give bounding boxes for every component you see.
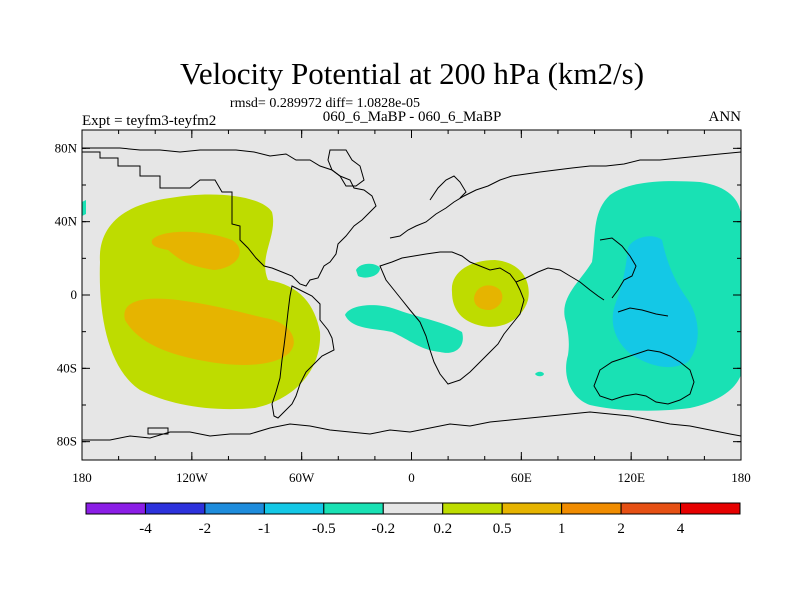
- map-axis-ticks: 80N 40N 0 40S 80S 180 120W 60W 0 60E 120E 180: [55, 130, 751, 485]
- colorbar-label: 4: [677, 521, 685, 537]
- contour-dot-west-edge: [82, 200, 86, 216]
- coast-australia: [593, 349, 695, 405]
- contour-indopacific-neg0.5: [612, 236, 698, 368]
- lon-tick-label: 120W: [176, 470, 209, 485]
- coast-africa: [379, 251, 525, 385]
- coast-south-america: [271, 285, 335, 419]
- colorbar-label: -1: [258, 521, 271, 537]
- coast-north-america: [82, 147, 377, 287]
- lon-tick-label: 180: [731, 470, 751, 485]
- lon-tick-label: 60E: [511, 470, 532, 485]
- contour-atlantic-neg0.2-small: [356, 263, 380, 278]
- figure-title: Velocity Potential at 200 hPa (km2/s): [180, 56, 644, 91]
- contour-dot-south-atlantic: [535, 371, 544, 377]
- colorbar: -4 -2 -1 -0.5 -0.2 0.2 0.5 1 2 4: [85, 502, 741, 537]
- coast-southeast-asia: [599, 237, 637, 299]
- lon-tick-label: 60W: [289, 470, 315, 485]
- experiment-label: Expt = teyfm3-teyfm2: [82, 113, 216, 129]
- colorbar-box: [204, 502, 265, 515]
- colorbar-label: -2: [199, 521, 212, 537]
- coast-scandinavia: [429, 175, 467, 201]
- contour-pacific-0.5-north: [151, 231, 240, 270]
- contour-africa-0.5: [474, 285, 503, 310]
- lat-tick-label: 80N: [55, 140, 78, 155]
- colorbar-label: -0.2: [371, 521, 395, 537]
- coast-eurasia: [389, 151, 741, 239]
- lon-tick-label: 120E: [617, 470, 645, 485]
- map-panel: 80N 40N 0 40S 80S 180 120W 60W 0 60E 120E 180: [55, 129, 751, 485]
- colorbar-box: [263, 502, 325, 515]
- colorbar-box: [144, 502, 206, 515]
- colorbar-box: [501, 502, 563, 515]
- colorbar-label: -0.5: [312, 521, 336, 537]
- colorbar-label: 2: [617, 521, 625, 537]
- contour-atlantic-neg0.2: [345, 305, 463, 353]
- season-label: ANN: [709, 109, 742, 125]
- colorbar-box: [561, 502, 622, 515]
- lat-tick-label: 40N: [55, 214, 78, 229]
- coast-antarctica: [82, 411, 741, 441]
- colorbar-box: [323, 502, 384, 515]
- lon-tick-label: 180: [72, 470, 92, 485]
- coast-greenland: [327, 149, 365, 187]
- coast-indonesia: [617, 307, 669, 317]
- case-label: 060_6_MaBP - 060_6_MaBP: [323, 109, 502, 125]
- coast-south-asia: [515, 267, 605, 301]
- colorbar-box: [85, 502, 146, 515]
- colorbar-label: 1: [558, 521, 566, 537]
- lat-tick-label: 80S: [57, 434, 77, 449]
- lat-tick-label: 0: [71, 287, 78, 302]
- colorbar-box: [620, 502, 682, 515]
- contour-fills: [82, 147, 741, 441]
- coastlines: [82, 147, 741, 441]
- colorbar-box: [442, 502, 503, 515]
- colorbar-box: [382, 502, 444, 515]
- colorbar-label: 0.5: [493, 521, 512, 537]
- colorbar-box: [680, 502, 741, 515]
- contour-pacific-0.5-south: [124, 298, 294, 365]
- colorbar-label: 0.2: [433, 521, 452, 537]
- lon-tick-label: 0: [408, 470, 415, 485]
- stats-line: rmsd= 0.289972 diff= 1.0828e-05: [230, 96, 420, 111]
- colorbar-label: -4: [139, 521, 152, 537]
- lat-tick-label: 40S: [57, 360, 77, 375]
- coast-antarctic-islands: [147, 427, 169, 435]
